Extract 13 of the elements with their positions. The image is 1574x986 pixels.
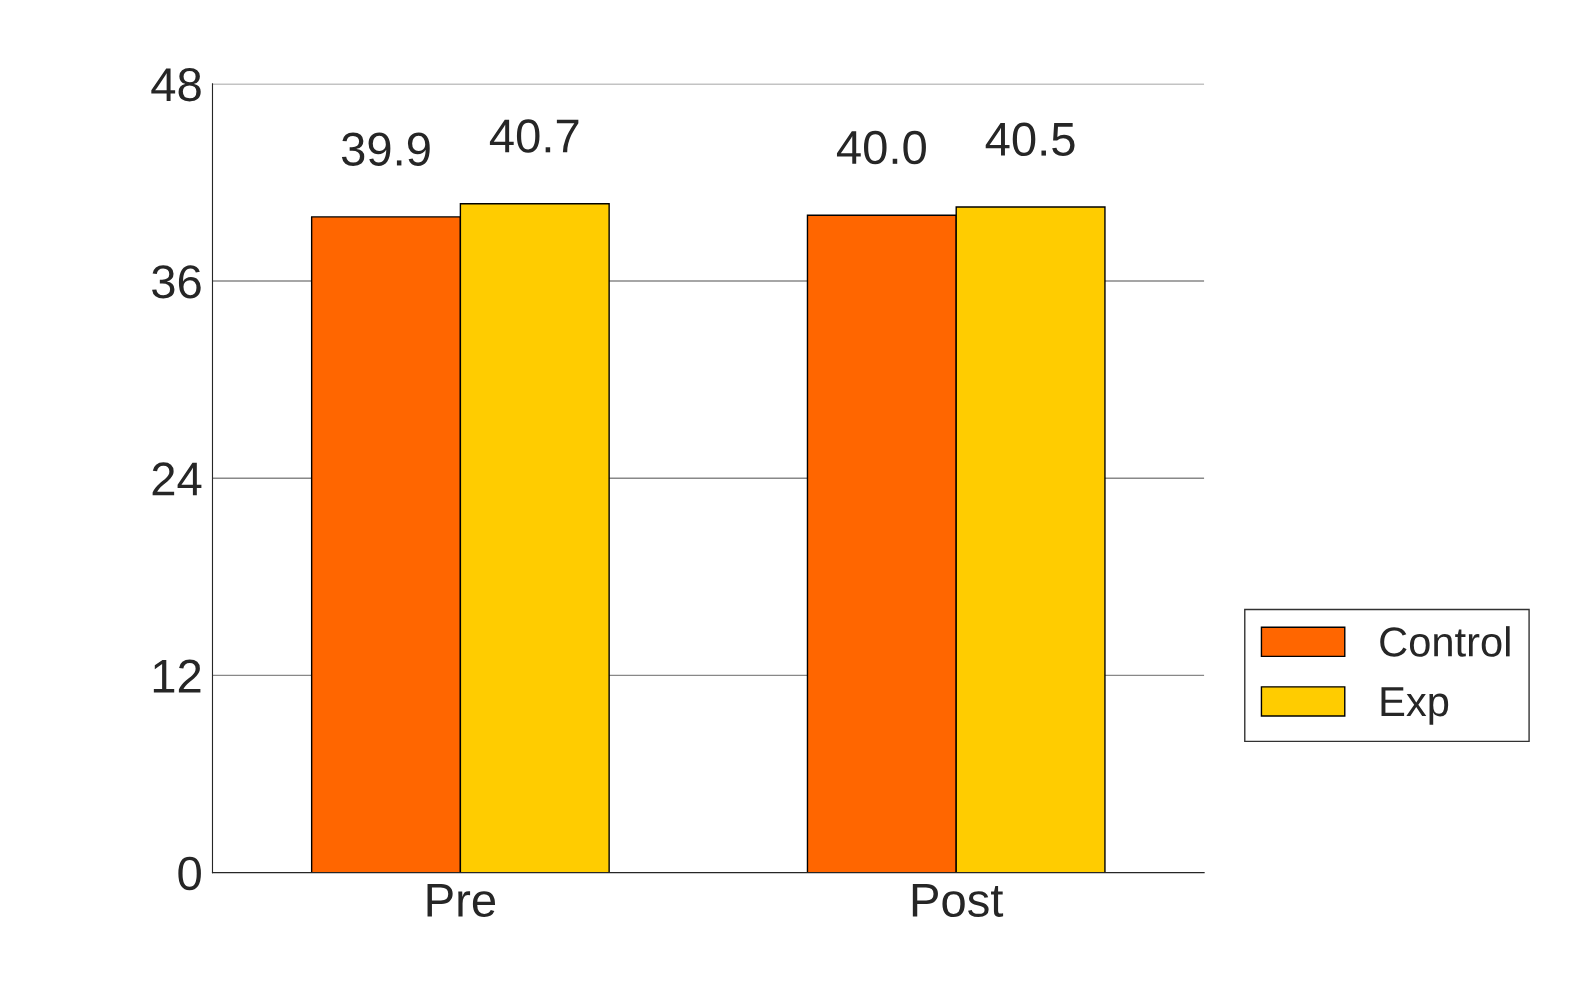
y-tick-label: 12 — [153, 659, 201, 693]
y-tick-label: 36 — [152, 265, 201, 299]
data-label: 40.5 — [985, 122, 1075, 157]
data-label: 40.7 — [489, 119, 579, 153]
data-label: 40.0 — [836, 130, 926, 165]
legend-label: Exp — [1381, 687, 1449, 725]
x-tick-label: Pre — [427, 884, 496, 918]
y-tick-label: 24 — [152, 462, 202, 496]
y-tick-label: 0 — [178, 856, 201, 891]
legend-label: Control — [1380, 626, 1510, 657]
y-tick-label: 48 — [151, 67, 201, 102]
data-label: 39.9 — [341, 132, 430, 166]
x-tick-label: Post — [912, 884, 1004, 918]
